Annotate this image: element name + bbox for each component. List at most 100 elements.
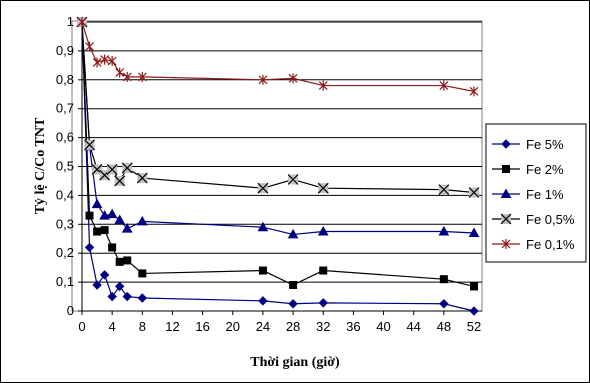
data-point: [439, 299, 449, 309]
data-point: [257, 182, 269, 194]
y-tick-label: 0,8: [56, 72, 74, 87]
legend-label: Fe 2%: [526, 162, 564, 177]
legend-box: [485, 123, 587, 263]
data-point: [438, 226, 450, 236]
y-axis-title: Tỷ lệ C/Co TNT: [33, 117, 48, 214]
y-tick-label: 0,4: [56, 187, 74, 202]
data-point: [317, 182, 329, 194]
legend-item: Fe 0,5%: [492, 212, 575, 227]
data-point: [92, 280, 102, 290]
data-point: [114, 281, 125, 292]
series-1: [77, 17, 479, 316]
data-point: [114, 214, 126, 224]
data-point: [137, 293, 148, 303]
data-point: [100, 226, 109, 235]
y-tick-label: 0,3: [56, 216, 74, 231]
legend-item: Fe 0,1%: [492, 237, 575, 252]
data-point: [439, 80, 449, 91]
data-point: [137, 71, 147, 82]
x-tick-label: 48: [437, 319, 451, 334]
x-tick-label: 20: [226, 319, 240, 334]
series-layer: [76, 16, 480, 316]
data-point: [136, 215, 148, 226]
x-tick-label: 36: [346, 319, 360, 334]
data-point: [438, 184, 450, 196]
x-tick-label: 24: [256, 319, 270, 334]
legend-marker: [502, 165, 510, 173]
data-point: [122, 71, 132, 82]
data-point: [77, 17, 87, 27]
data-point: [468, 187, 480, 198]
data-point: [287, 228, 299, 239]
data-point: [439, 275, 448, 284]
data-point: [258, 296, 268, 306]
data-point: [91, 198, 103, 209]
y-tick-label: 0: [67, 303, 74, 318]
y-tick-labels: 0 0,1 0,2 0,3 0,4 0,5 0,6 0,7 0,8 0,9 1: [56, 14, 82, 318]
x-tick-label: 8: [139, 319, 146, 334]
data-point: [99, 270, 110, 280]
data-point: [289, 280, 298, 289]
gridlines: [82, 21, 482, 283]
data-point: [115, 67, 125, 78]
data-point: [93, 227, 102, 236]
data-point: [106, 208, 118, 219]
data-point: [122, 291, 132, 302]
data-point: [107, 56, 117, 67]
legend-label: Fe 5%: [526, 137, 564, 152]
y-tick-label: 1: [67, 14, 74, 29]
legend: Fe 5% Fe 2% Fe 1% Fe 0,5% Fe 0,1%: [485, 123, 587, 263]
y-tick-label: 0,6: [56, 130, 74, 145]
legend-label: Fe 0,5%: [526, 212, 575, 227]
data-point: [318, 80, 328, 91]
data-point: [121, 223, 133, 233]
x-axis-title: Thời gian (giờ): [250, 355, 340, 370]
series-5: [77, 17, 479, 97]
data-point: [84, 139, 95, 151]
x-tick-label: 16: [195, 319, 209, 334]
data-point: [84, 242, 95, 253]
y-tick-label: 0,1: [56, 274, 74, 289]
data-point: [121, 162, 133, 174]
data-point: [287, 174, 299, 185]
legend-marker: [500, 188, 512, 198]
data-point: [288, 299, 298, 309]
legend-label: Fe 1%: [526, 187, 564, 202]
x-tick-label: 12: [165, 319, 179, 334]
legend-marker: [501, 139, 511, 149]
data-point: [319, 266, 328, 275]
legend-label: Fe 0,1%: [526, 237, 575, 252]
data-point: [468, 227, 480, 237]
y-tick-label: 0,9: [56, 43, 74, 58]
data-point: [85, 41, 94, 52]
data-point: [108, 243, 117, 252]
legend-item: Fe 2%: [492, 162, 564, 177]
x-tick-label: 52: [467, 319, 481, 334]
x-tick-labels: 0 4 8 12 16 20 24 28 32 36 40 44 48 52: [78, 311, 481, 334]
x-tick-label: 40: [376, 319, 390, 334]
x-tick-label: 4: [109, 319, 116, 334]
x-tick-label: 28: [286, 319, 300, 334]
data-point: [85, 211, 94, 220]
y-tick-label: 0,2: [56, 245, 74, 260]
data-point: [92, 57, 102, 68]
data-point: [136, 172, 148, 184]
data-point: [258, 74, 268, 85]
y-tick-label: 0,5: [56, 159, 74, 174]
x-tick-label: 44: [406, 319, 420, 334]
legend-marker: [500, 213, 512, 225]
data-point: [258, 266, 267, 275]
legend-marker: [501, 239, 511, 249]
data-point: [115, 257, 124, 266]
data-point: [318, 298, 328, 308]
y-tick-label: 0,7: [56, 101, 74, 116]
data-point: [257, 221, 269, 232]
data-point: [107, 291, 117, 302]
data-point: [470, 282, 478, 291]
x-tick-label: 32: [316, 319, 330, 334]
data-point: [288, 73, 298, 84]
data-point: [317, 226, 329, 236]
data-point: [469, 306, 479, 316]
data-point: [106, 163, 118, 175]
